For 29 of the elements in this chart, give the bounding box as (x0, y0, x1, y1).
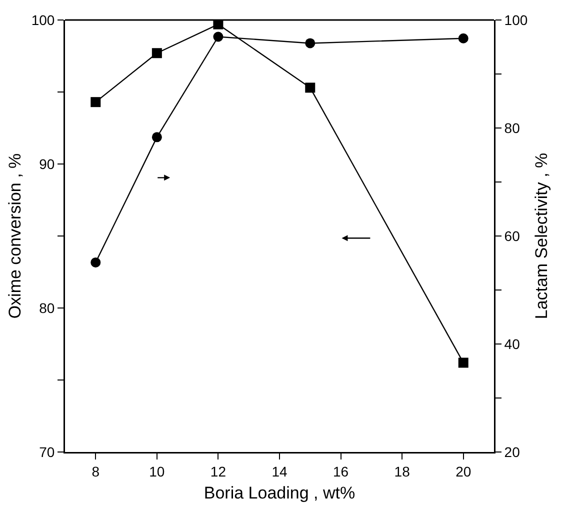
y2-tick-label: 80 (504, 120, 520, 136)
point (305, 82, 316, 93)
point (213, 20, 224, 30)
y2-tick-label: 40 (504, 336, 520, 352)
y2-tick-label: 60 (504, 228, 520, 244)
x-tick-label: 16 (333, 463, 349, 480)
y2-tick-label: 100 (504, 12, 528, 28)
x-tick-label: 20 (456, 463, 472, 480)
point (90, 257, 101, 268)
x-tick-label: 8 (92, 463, 100, 480)
x-tick-label: 12 (210, 463, 226, 480)
point (90, 97, 101, 108)
y2-tick-label: 20 (504, 444, 520, 460)
x-tick-label: 18 (394, 463, 410, 480)
y-axis-title: Oxime conversion , % (6, 153, 24, 319)
y-tick-label: 100 (31, 12, 55, 28)
x-tick-label: 14 (272, 463, 288, 480)
y-tick-label: 70 (39, 444, 55, 460)
x-axis-title: Boria Loading , wt% (204, 483, 356, 502)
x-tick-label: 10 (149, 463, 165, 480)
point (213, 32, 224, 42)
y-tick-label: 80 (39, 300, 55, 316)
point (458, 358, 468, 368)
point (458, 33, 468, 44)
point (152, 48, 162, 58)
point (152, 132, 162, 142)
point (305, 38, 316, 48)
y2-axis-title: Lactam Selectivity , % (532, 152, 551, 320)
y-tick-label: 90 (39, 156, 55, 172)
